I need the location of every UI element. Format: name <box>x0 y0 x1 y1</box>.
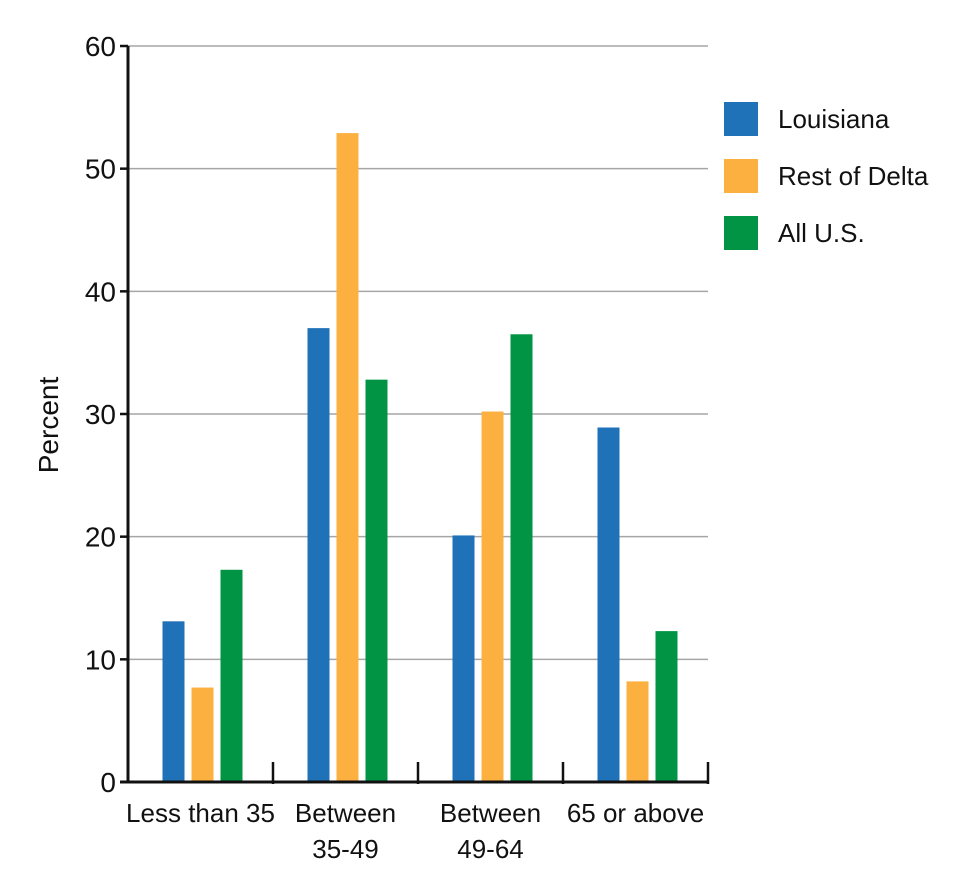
x-tick-label: 65 or above <box>567 798 704 828</box>
bar-all-u-s <box>365 379 388 782</box>
bar-louisiana <box>452 535 475 782</box>
x-tick-label: 49-64 <box>457 834 524 864</box>
gridlines <box>128 45 708 661</box>
legend-label: All U.S. <box>778 218 865 248</box>
x-tick-label: Between <box>295 798 396 828</box>
bar-all-u-s <box>655 631 678 782</box>
y-tick-label: 20 <box>85 522 116 553</box>
legend-label: Rest of Delta <box>778 161 929 191</box>
x-tick-label: 35-49 <box>312 834 379 864</box>
legend-swatch <box>724 216 758 250</box>
bar-louisiana <box>162 621 185 782</box>
x-tick-label: Between <box>440 798 541 828</box>
legend-swatch <box>724 102 758 136</box>
legend-label: Louisiana <box>778 104 890 134</box>
bar-all-u-s <box>220 569 243 782</box>
bar-rest-of-delta <box>336 133 359 783</box>
legend: Louisiana Rest of Delta All U.S. <box>724 102 929 250</box>
y-tick-label: 50 <box>85 154 116 185</box>
y-tick-label: 60 <box>85 31 116 62</box>
bar-all-u-s <box>510 334 533 782</box>
y-tick-label: 10 <box>85 644 116 675</box>
bar-rest-of-delta <box>626 681 649 782</box>
y-tick-label: 30 <box>85 399 116 430</box>
x-tick-label: Less than 35 <box>126 798 275 828</box>
y-axis-label: Percent <box>33 377 64 474</box>
y-tick-label: 0 <box>100 767 116 798</box>
axes: 0 10 20 30 40 50 60 Less than 35 Between 35-49 Bet… <box>85 31 710 864</box>
bar-louisiana <box>597 427 620 782</box>
bar-rest-of-delta <box>481 411 504 782</box>
bar-louisiana <box>307 328 330 782</box>
y-tick-label: 40 <box>85 276 116 307</box>
bar-rest-of-delta <box>191 687 214 782</box>
legend-swatch <box>724 159 758 193</box>
bars <box>162 133 678 783</box>
